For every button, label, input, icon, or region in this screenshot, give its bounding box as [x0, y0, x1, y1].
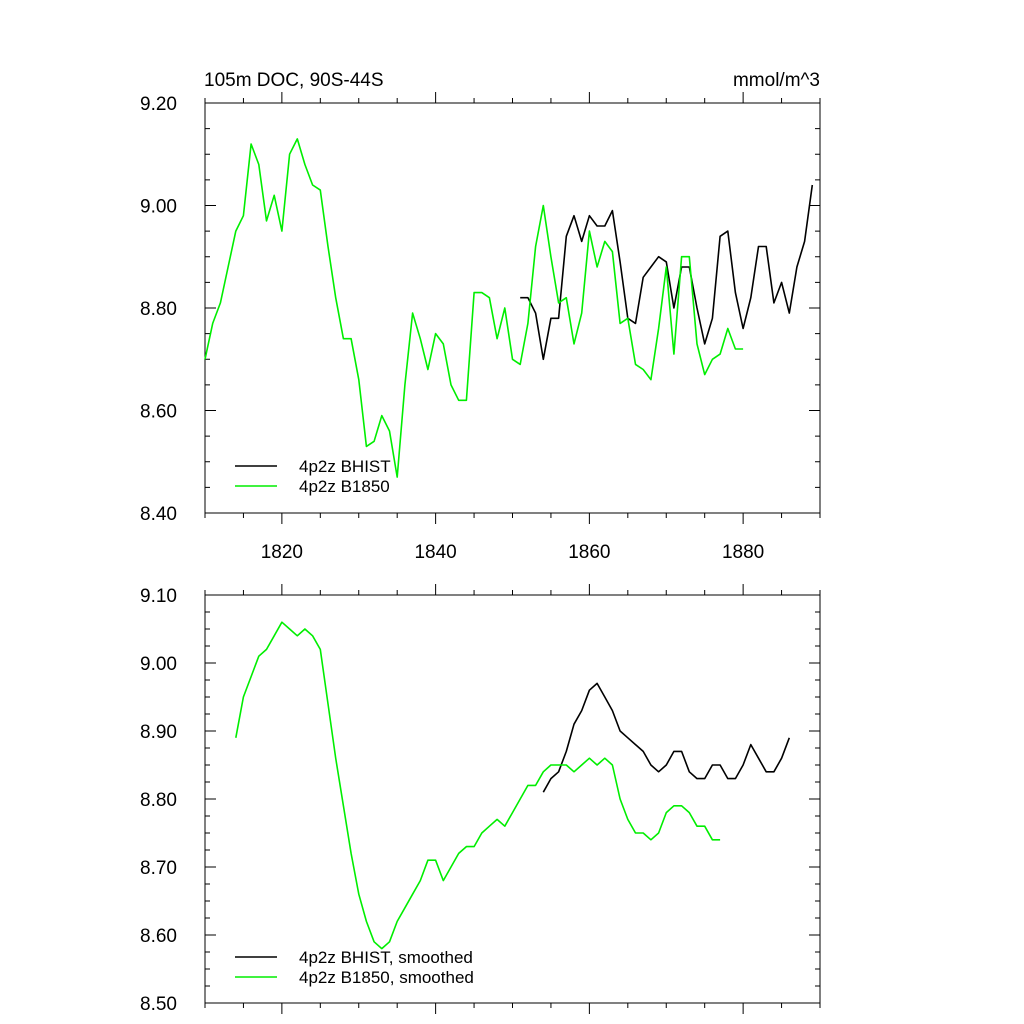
series-line [204, 138, 744, 478]
legend-label: 4p2z BHIST [299, 457, 391, 476]
plot-frame [204, 594, 821, 1004]
series-line [520, 184, 814, 361]
legend-label: 4p2z B1850, smoothed [299, 968, 474, 987]
bottom-panel: 8.50 8.60 8.70 8.80 8.90 9.00 9.10 4p2z BHIST, … [140, 584, 821, 1015]
y-tick-label: 8.40 [140, 504, 177, 525]
chart-title: 105m DOC, 90S-44S [204, 70, 384, 91]
y-tick-label: 9.00 [140, 654, 177, 675]
y-tick-label: 9.00 [140, 197, 177, 218]
x-tick-label: 1880 [722, 542, 764, 563]
y-tick-label: 8.70 [140, 858, 177, 879]
x-tick-label: 1840 [414, 542, 456, 563]
y-tick-label: 8.50 [140, 994, 177, 1015]
series-line [542, 682, 791, 793]
y-tick-label: 8.60 [140, 402, 177, 423]
series-line [235, 621, 721, 950]
y-tick-label: 8.60 [140, 926, 177, 947]
legend-label: 4p2z BHIST, smoothed [299, 948, 473, 967]
y-tick-label: 8.80 [140, 299, 177, 320]
top-panel: 1820 1840 1860 1880 8.40 8.60 8.80 9.00 9.20 4p2z… [140, 92, 821, 563]
legend-label: 4p2z B1850 [299, 477, 390, 496]
plot-frame [204, 102, 821, 514]
y-tick-label: 8.80 [140, 790, 177, 811]
units-label: mmol/m^3 [733, 70, 820, 91]
x-tick-label: 1860 [568, 542, 610, 563]
y-tick-label: 9.10 [140, 586, 177, 607]
y-tick-label: 8.90 [140, 722, 177, 743]
x-tick-label: 1820 [261, 542, 303, 563]
y-tick-label: 9.20 [140, 94, 177, 115]
